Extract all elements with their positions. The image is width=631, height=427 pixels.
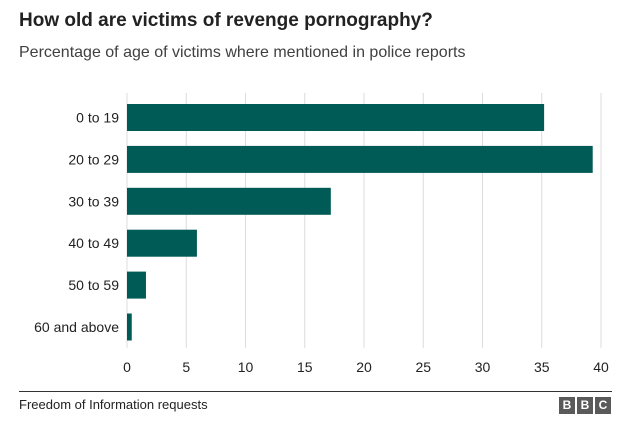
category-label: 40 to 49: [68, 235, 119, 251]
x-tick-label: 40: [593, 359, 609, 375]
bars: [127, 104, 593, 341]
x-tick-label: 30: [475, 359, 491, 375]
category-label: 60 and above: [34, 319, 119, 335]
bar: [127, 313, 132, 341]
bar: [127, 229, 197, 257]
bar: [127, 145, 593, 173]
logo-letter: B: [559, 397, 575, 414]
x-tick-label: 25: [415, 359, 431, 375]
chart-title: How old are victims of revenge pornograp…: [19, 10, 433, 31]
x-tick-label: 20: [356, 359, 372, 375]
x-tick-label: 0: [123, 359, 131, 375]
category-label: 50 to 59: [68, 277, 119, 293]
chart-subtitle: Percentage of age of victims where menti…: [19, 44, 466, 61]
logo-letter: C: [595, 397, 611, 414]
x-tick-labels: 0 5 10 15 20 25 30 35 40: [123, 359, 609, 375]
bar: [127, 104, 545, 131]
logo-letter: B: [577, 397, 593, 414]
category-label: 0 to 19: [76, 110, 119, 126]
category-labels: 0 to 19 20 to 29 30 to 39 40 to 49 50 to 59 6…: [34, 110, 119, 336]
bar: [127, 187, 331, 215]
bbc-logo: B B C: [559, 397, 611, 414]
category-label: 20 to 29: [68, 151, 119, 167]
gridlines: [126, 93, 602, 348]
x-tick-label: 5: [182, 359, 190, 375]
x-tick-label: 15: [297, 359, 313, 375]
bar: [127, 271, 146, 299]
source-note: Freedom of Information requests: [19, 397, 208, 412]
x-tick-label: 10: [238, 359, 254, 375]
footer-divider: [19, 391, 612, 392]
x-tick-label: 35: [534, 359, 550, 375]
category-label: 30 to 39: [68, 193, 119, 209]
